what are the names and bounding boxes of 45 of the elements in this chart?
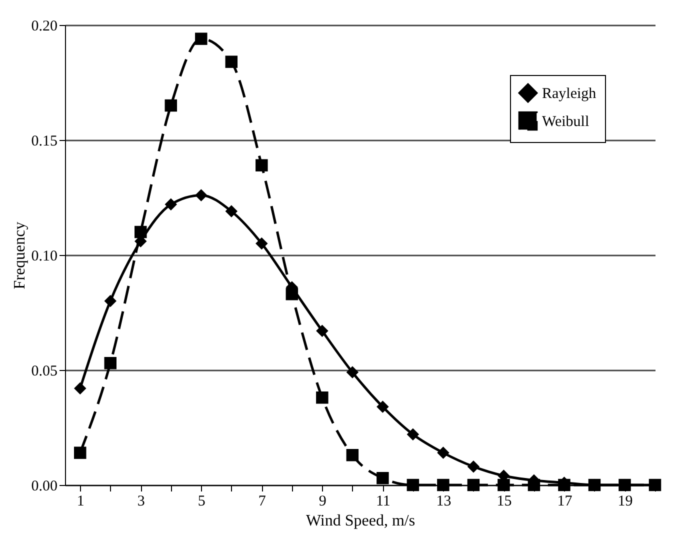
legend-label: Weibull: [542, 114, 590, 130]
y-tick-label: 0.10: [31, 248, 58, 264]
point: [104, 356, 117, 370]
point: [225, 205, 238, 218]
point: [406, 478, 420, 492]
point: [195, 32, 208, 45]
point: [437, 446, 450, 459]
point: [376, 472, 389, 484]
x-tick-label: 19: [618, 494, 633, 510]
y-axis-title: Frequency: [11, 222, 28, 290]
point: [437, 478, 450, 492]
x-tick-label: 15: [496, 494, 512, 510]
point: [498, 478, 510, 492]
x-tick-label: 3: [137, 494, 145, 510]
point: [467, 478, 480, 492]
point: [74, 382, 86, 395]
point: [406, 428, 420, 441]
point: [256, 159, 268, 172]
y-tick-label: 0.15: [31, 134, 58, 150]
point: [346, 366, 359, 378]
point: [195, 189, 208, 202]
x-tick-label: 11: [376, 494, 390, 510]
point: [376, 400, 389, 413]
point: [316, 391, 328, 404]
x-tick-label: 13: [436, 494, 452, 510]
x-tick-label: 5: [198, 494, 206, 510]
point: [74, 446, 86, 459]
y-tick-label: 0.05: [31, 364, 58, 380]
y-tick-label: 0.00: [31, 478, 58, 494]
point: [104, 294, 117, 308]
y-tick-label: 0.20: [31, 18, 58, 34]
legend-label: Rayleigh: [542, 86, 597, 102]
x-axis-title: Wind Speed, m/s: [306, 512, 416, 530]
point: [256, 237, 268, 250]
x-tick-label: 17: [557, 494, 573, 510]
x-tick-label: 7: [258, 494, 266, 510]
point: [346, 448, 359, 462]
point: [164, 99, 178, 112]
point: [225, 56, 238, 68]
point: [164, 198, 178, 211]
x-tick-label: 9: [318, 494, 326, 510]
point: [316, 324, 328, 338]
point: [467, 460, 480, 473]
x-tick-label: 1: [76, 494, 84, 510]
point: [134, 226, 147, 238]
